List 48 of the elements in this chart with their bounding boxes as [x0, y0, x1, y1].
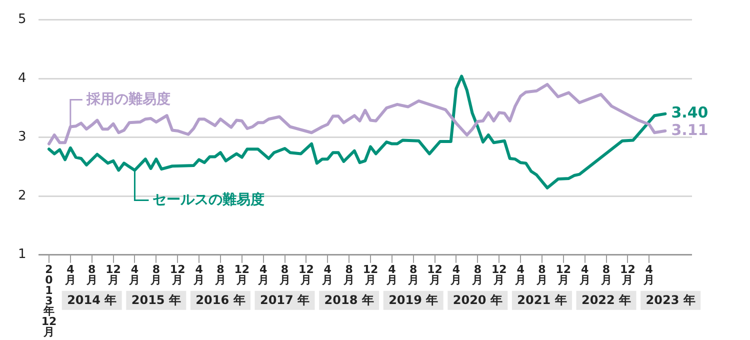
x-tick-label: 4月	[256, 262, 269, 286]
x-tick-label: 4月	[514, 262, 526, 286]
x-tick-label: 12月	[491, 262, 507, 286]
x-tick-label: 12月	[106, 262, 121, 286]
x-tick-label: 8月	[471, 262, 484, 286]
x-tick-label: 12月	[620, 262, 636, 286]
x2-tick-label: 2015 年	[131, 292, 181, 307]
x2-tick-label: 2022 年	[581, 292, 632, 307]
x2-tick-label: 2019 年	[388, 292, 438, 307]
x2-tick-label: 2021 年	[517, 292, 567, 307]
x2-tick-label: 2018 年	[324, 292, 374, 307]
x-tick-label: 4月	[385, 262, 398, 286]
x-tick-label: 12月	[427, 262, 442, 286]
x-tick-label: 4月	[450, 262, 462, 286]
x-tick-label: 8月	[535, 262, 548, 286]
x-tick-label: 4月	[128, 262, 140, 286]
x-tick-label: 8月	[150, 262, 162, 286]
data-label: 3.11	[671, 120, 708, 139]
x-tick-label: 2013年12月	[41, 262, 57, 339]
y-tick-label: 4	[18, 70, 26, 86]
x-tick-label: 12月	[298, 262, 314, 286]
x-tick-label: 4月	[192, 262, 205, 286]
x2-tick-label: 2016 年	[196, 292, 246, 307]
x-tick-label: 12月	[556, 262, 572, 286]
series-label: 採用の難易度	[85, 90, 170, 108]
x2-tick-label: 2014 年	[67, 292, 117, 307]
series-label: セールスの難易度	[152, 190, 265, 208]
x-tick-label: 8月	[342, 262, 355, 286]
x-tick-label: 8月	[406, 262, 419, 286]
y-tick-label: 3	[18, 130, 26, 145]
y-tick-label: 1	[18, 247, 26, 262]
y-tick-label: 2	[18, 188, 26, 204]
x-tick-label: 4月	[64, 262, 76, 286]
x-tick-label: 8月	[600, 262, 612, 286]
y-tick-label: 5	[18, 12, 26, 28]
x-tick-label: 12月	[362, 262, 378, 286]
x2-tick-label: 2023 年	[646, 292, 696, 307]
x-tick-label: 12月	[170, 262, 186, 286]
x2-tick-label: 2017 年	[260, 292, 310, 307]
x-tick-label: 8月	[214, 262, 226, 286]
x-tick-label: 12月	[234, 262, 250, 286]
x-tick-label: 4月	[578, 262, 590, 286]
x-tick-label: 4月	[321, 262, 334, 286]
x-tick-label: 8月	[278, 262, 290, 286]
x-tick-label: 8月	[85, 262, 98, 286]
data-label: 3.40	[671, 104, 708, 122]
x-tick-label: 4月	[642, 262, 655, 286]
x2-tick-label: 2020 年	[452, 292, 502, 307]
